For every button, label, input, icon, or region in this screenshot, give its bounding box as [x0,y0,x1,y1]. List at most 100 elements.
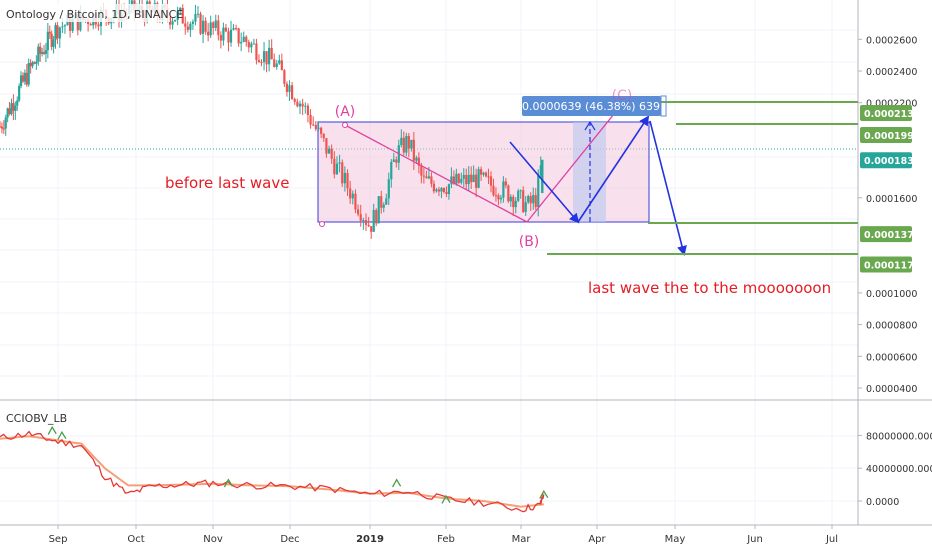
candle-body [270,47,273,60]
candle-body [54,25,57,40]
candle-body [367,224,370,227]
candle-body [465,174,468,185]
candle-body [333,158,336,175]
candle-body [10,103,13,115]
projection-arrow-2[interactable] [577,115,650,223]
projection-arrow-1[interactable] [509,141,580,224]
candle-body [293,99,296,102]
time-tick-label: Apr [588,534,606,545]
candle-body [452,176,455,184]
measure-arrow-icon [584,120,596,131]
candle-body [250,43,253,48]
price-level-label: 0.0002135 [864,109,921,120]
candle-body [354,193,357,210]
time-tick-label: Feb [437,534,455,545]
candle-body [487,176,490,178]
candle-body [390,161,393,180]
time-tick-label: Sep [49,534,68,545]
candle-body [442,188,446,193]
wave-a-b-line[interactable] [344,124,528,223]
candle-body [46,31,49,51]
candle-body [50,33,53,47]
price-level-label-bg [860,105,912,122]
candle-body [19,75,23,87]
indicator-pane [0,425,549,513]
indicator-title[interactable]: CCIOBV_LB [6,412,67,425]
candle-body [176,11,179,20]
candle-body [214,20,217,28]
candle-body [199,13,202,34]
candle-body [517,190,520,201]
wave-label-b[interactable]: (B) [519,234,540,250]
annotation-last-wave[interactable]: last wave the to the mooooooon [588,279,831,297]
candle-body [499,197,502,200]
level-lines [547,101,858,255]
candle-body [312,124,315,126]
candle-body [320,127,323,134]
projection-arrow-3[interactable] [649,120,687,256]
wave-point-start[interactable] [319,221,325,227]
candle-body [415,157,418,161]
candle-body [31,62,34,67]
measure-label: 0.0000639 (46.38%) 639 [522,100,660,113]
price-level-labels: 0.0002135 0.0001996 0.0001837 0.0001371 0.00… [860,105,921,273]
candle-body [44,50,48,54]
candle-body [514,200,517,208]
indicator-up-segment [57,430,67,440]
candle-body [309,114,312,125]
price-level-label-bg [860,226,912,243]
candle-body [472,174,475,183]
wave-label-c[interactable]: (C) [612,88,633,104]
candle-body [25,72,28,85]
candle-body [317,127,320,130]
price-level-label: 0.0001371 [864,230,921,241]
candle-body [494,195,498,197]
wave-b-c-line[interactable] [526,103,623,223]
candle-body [435,189,438,192]
price-axis[interactable]: 0.0002600 0.0002400 0.0002200 0.0001600 0.00… [858,35,917,395]
candle-body [322,133,325,139]
candle-body [489,176,493,186]
indicator-axis[interactable]: 80000000.0000 40000000.0000 0.0000 [858,431,932,508]
candle-body [275,63,278,67]
symbol-title[interactable]: Ontology / Bitcoin, 1D, BINANCE [6,8,183,21]
candle-body [410,139,413,149]
candle-body [507,185,510,202]
candle-body [338,162,341,164]
candle-body [405,136,408,153]
price-tick-label: 0.0001000 [866,289,917,300]
wave-label-a[interactable]: (A) [335,104,356,120]
candle-body [462,174,465,179]
price-level-label: 0.0001179 [864,261,921,272]
candle-body [380,196,383,208]
candle-body [492,185,495,196]
candle-body [52,39,55,47]
indicator-up-segment [441,494,451,504]
measure-label-box[interactable] [522,96,661,116]
candle-body [48,31,51,34]
candle-body [97,24,100,27]
indicator-tick-label: 40000000.0000 [866,464,932,475]
candle-body [179,7,182,12]
candle-body [29,63,32,67]
candle-body [71,18,74,31]
candle-body [460,178,463,183]
candle-body [174,19,177,22]
candle-body [372,209,375,232]
annotation-before-last-wave[interactable]: before last wave [165,174,289,192]
candle-body [2,128,5,130]
candle-body [23,72,26,82]
time-axis[interactable]: Sep Oct Nov Dec 2019 Feb Mar Apr May Jun Jul [49,525,838,545]
candle-body [497,195,500,200]
wave-point-a[interactable] [342,122,348,128]
candle-body [265,51,268,65]
candle-body [298,103,302,107]
candle-body [229,29,233,43]
candle-body [278,60,281,64]
candle-body [480,169,483,175]
candle-body [509,196,512,202]
candle-body [33,62,36,64]
candle-body [0,126,2,128]
